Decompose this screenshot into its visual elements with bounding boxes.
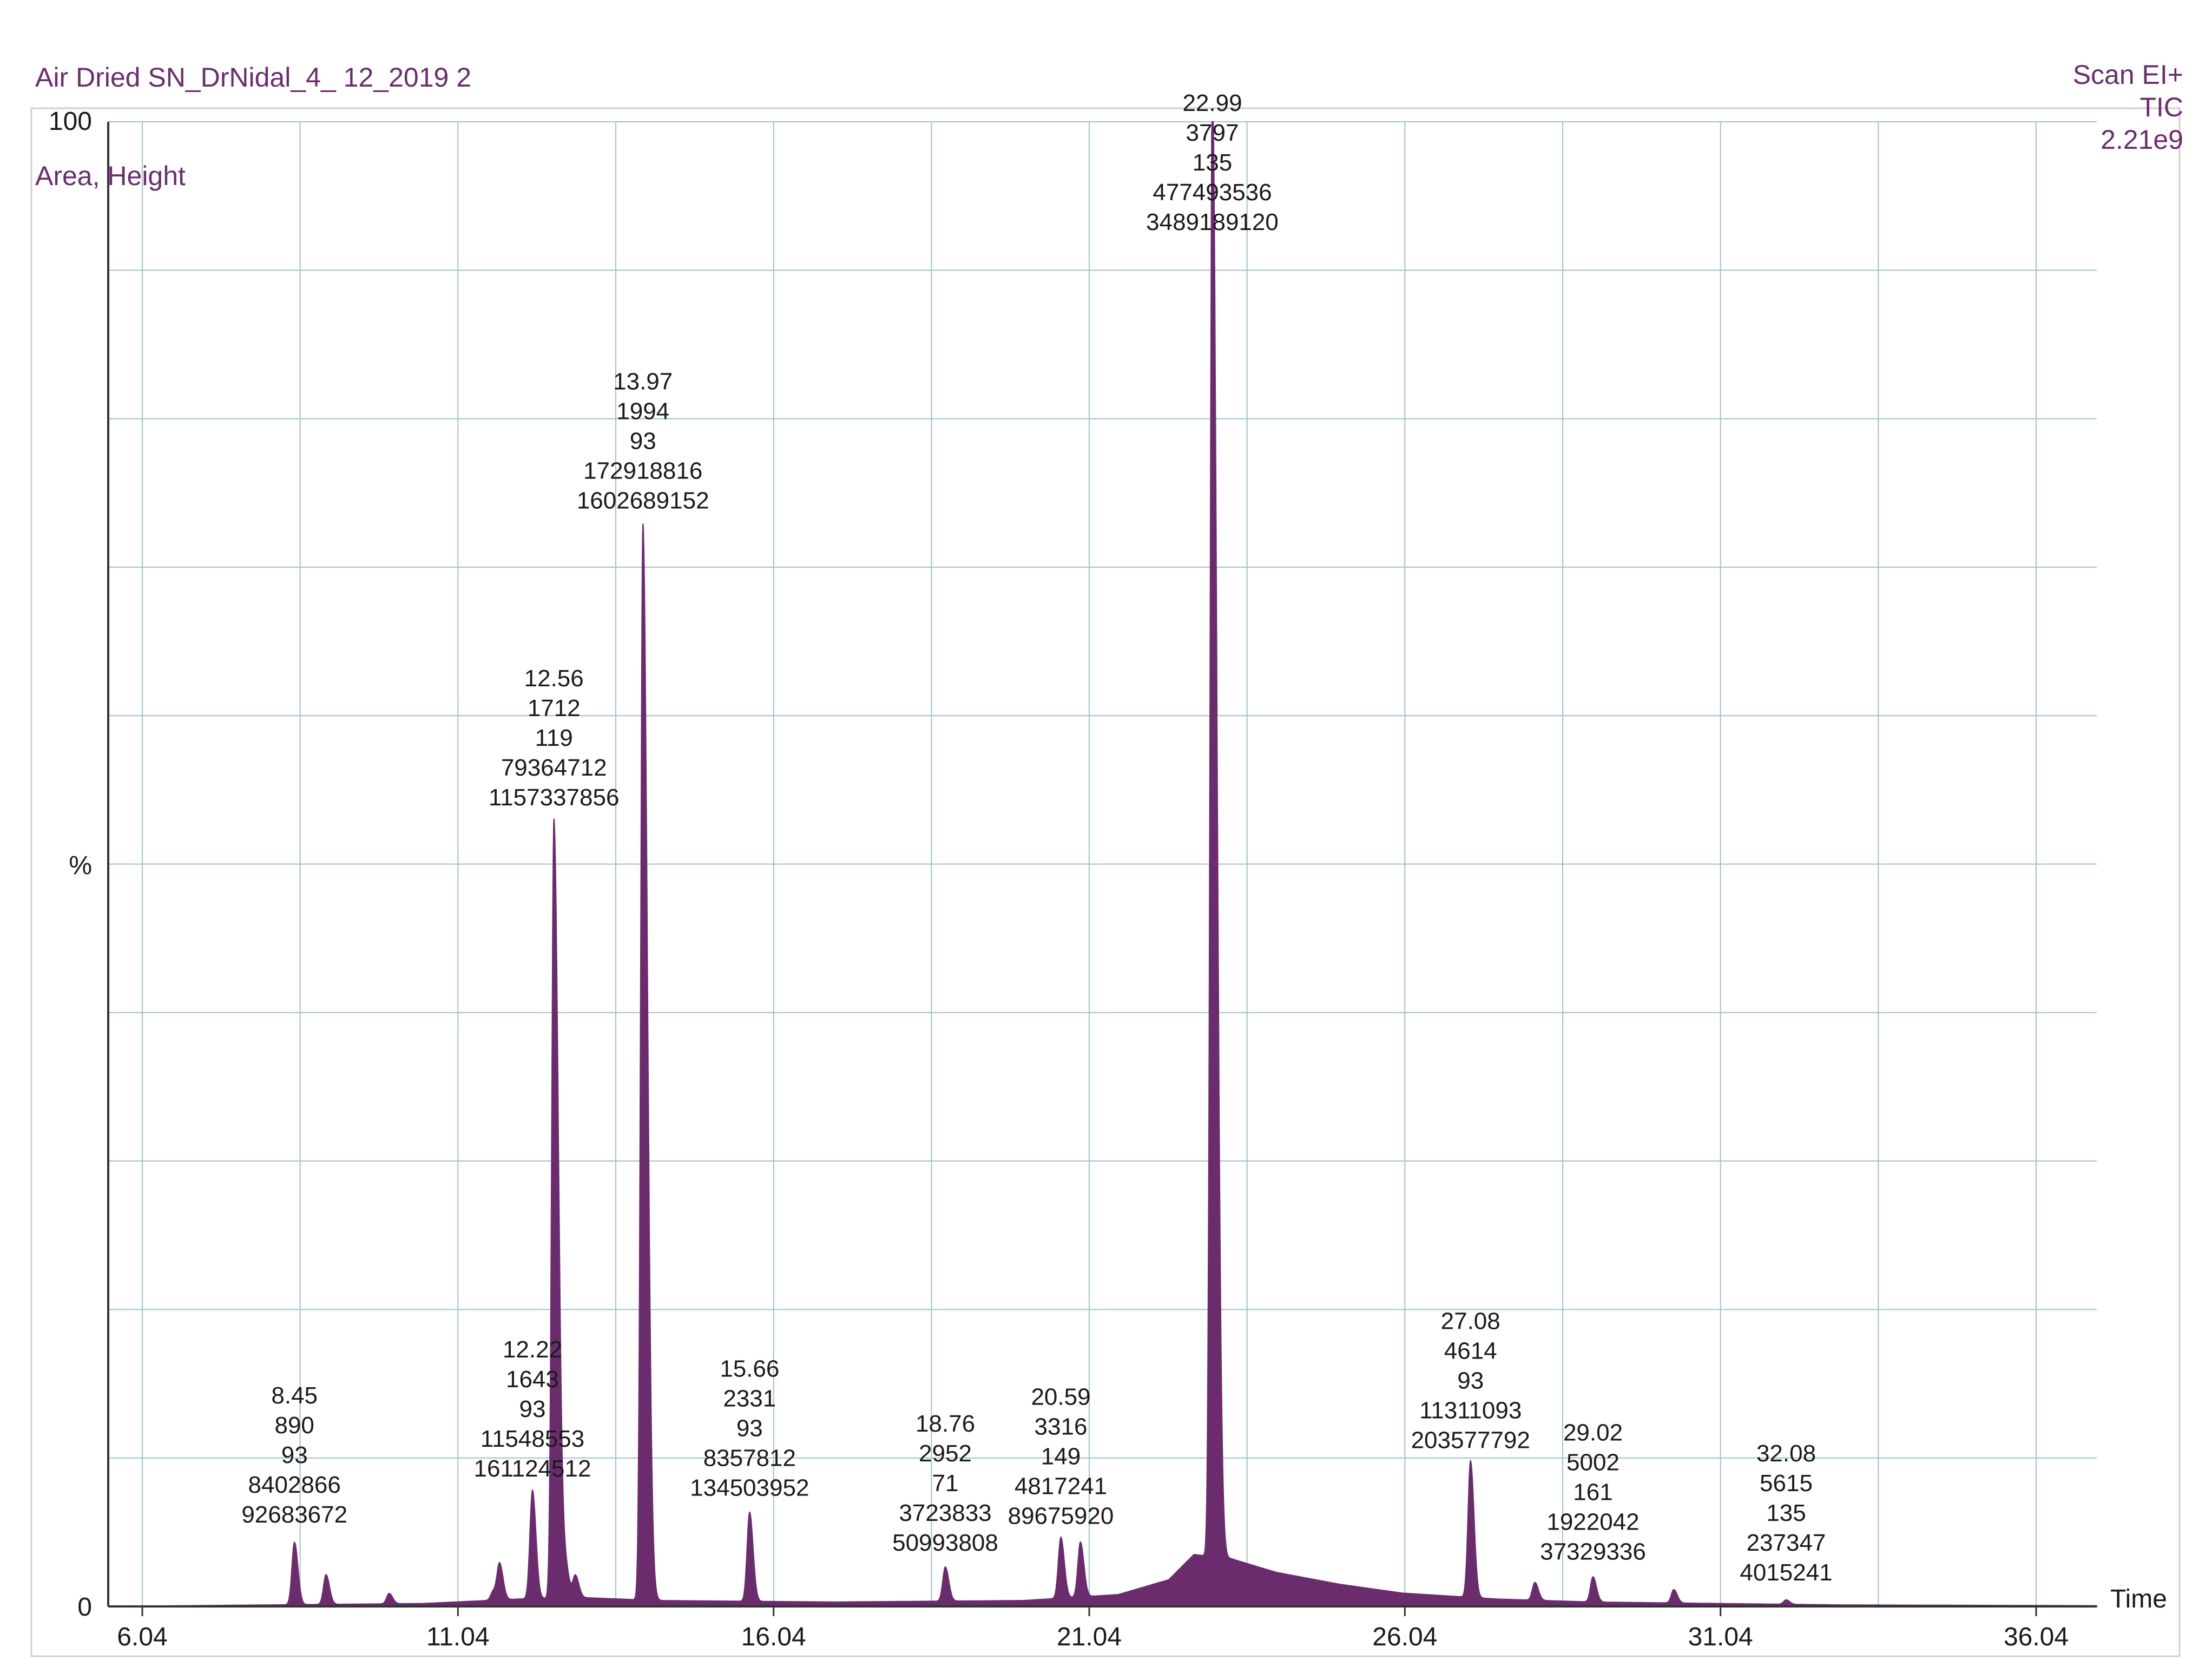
peak-label-line: 172918816 [583,457,702,484]
peak-label-line: 1994 [616,398,669,424]
peak-label-line: 29.02 [1563,1419,1623,1446]
peak-label-line: 27.08 [1441,1308,1500,1335]
peak-label-line: 149 [1041,1444,1081,1470]
peak-label-line: 93 [1457,1368,1484,1394]
peak-label-line: 32.08 [1756,1440,1816,1467]
peak-label-line: 1922042 [1546,1508,1639,1535]
peak-label-line: 12.22 [503,1336,562,1363]
peak-label-line: 93 [736,1415,763,1441]
peak-label-line: 93 [281,1442,308,1468]
trace-type: TIC [2139,92,2183,122]
peak-label-line: 92683672 [241,1501,347,1528]
peak-label-line: 161124512 [474,1455,591,1482]
y-tick-100: 100 [49,107,92,136]
peak-label-line: 79364712 [501,755,607,781]
peak-label: 13.97 1994 93 172918816 1602689152 [577,368,709,514]
peak-label-line: 4015241 [1740,1559,1832,1586]
sample-title: Air Dried SN_DrNidal_4_ 12_2019 2 [35,62,471,93]
peak-label-line: 8402866 [248,1472,341,1498]
peak-label-line: 161 [1573,1479,1612,1505]
peak-label-line: 119 [535,725,573,751]
peak-label-line: 12.56 [524,665,584,692]
x-tick-label: 11.04 [426,1623,490,1651]
x-tick-label: 31.04 [1688,1623,1753,1651]
peak-label-line: 13.97 [613,368,673,395]
peak-label: 12.22 1643 93 11548553 161124512 [474,1336,591,1482]
x-tick-label: 6.04 [117,1623,167,1651]
peak-label-line: 3797 [1186,120,1239,146]
peak-label-line: 71 [932,1470,959,1497]
peak-label-line: 3489189120 [1146,209,1279,235]
peak-label-line: 1712 [528,695,581,721]
chart-frame [30,107,2181,1657]
peak-label-line: 1157337856 [489,784,619,811]
peak-label-line: 237347 [1747,1530,1826,1556]
x-tick-labels: 6.04 11.04 16.04 21.04 26.04 31.04 36.04 [117,1606,2069,1651]
peak-label-line: 477493536 [1153,179,1272,206]
scan-mode: Scan EI+ [2073,60,2183,90]
y-tick-0: 0 [77,1593,92,1622]
peak-label-line: 22.99 [1182,90,1242,116]
peak-label-line: 11548553 [480,1426,585,1452]
y-axis-label: % [69,851,92,880]
tic-trace [108,121,2098,1607]
peak-label-line: 89675920 [1008,1503,1114,1530]
axes [107,122,2097,1608]
peak-label: 18.76 2952 71 3723833 50993808 [892,1410,998,1556]
peak-label-line: 135 [1193,149,1232,176]
peak-label-line: 11311093 [1419,1398,1522,1424]
peak-label-line: 5615 [1760,1470,1813,1497]
peak-label-line: 134503952 [690,1474,809,1501]
peak-label-line: 93 [630,428,656,454]
peak-label-line: 890 [274,1412,314,1439]
grid [108,121,2097,1607]
annotation-mode: Area, Height [35,161,186,191]
peak-label-line: 1602689152 [577,487,709,514]
peak-label-line: 8357812 [703,1445,796,1471]
peak-label-line: 20.59 [1031,1384,1090,1410]
peak-label-line: 4614 [1444,1338,1497,1364]
peak-labels: 8.45 890 93 8402866 92683672 12.22 1643 93 11548… [241,90,1832,1586]
x-axis-label: Time [2110,1585,2167,1613]
peak-label-line: 93 [519,1396,546,1422]
peak-label-line: 5002 [1566,1449,1620,1475]
x-tick-label: 26.04 [1372,1623,1437,1651]
peak-label-line: 15.66 [720,1355,779,1382]
peak-label-line: 18.76 [916,1410,975,1437]
peak-label-line: 8.45 [271,1382,318,1409]
peak-label-line: 2331 [723,1385,776,1412]
peak-label-line: 50993808 [892,1530,998,1556]
x-tick-label: 16.04 [741,1623,806,1651]
peak-label: 15.66 2331 93 8357812 134503952 [690,1355,809,1501]
peak-label-line: 1643 [506,1366,559,1393]
peak-label-line: 135 [1766,1500,1806,1526]
x-tick-label: 36.04 [2004,1623,2069,1651]
peak-label: 32.08 5615 135 237347 4015241 [1740,1440,1832,1586]
peak-label: 20.59 3316 149 4817241 89675920 [1008,1384,1114,1530]
peak-label: 12.56 1712 119 79364712 1157337856 [489,665,619,811]
peak-label-line: 3723833 [899,1500,991,1526]
peak-label: 22.99 3797 135 477493536 3489189120 [1146,90,1279,235]
tic-area [108,121,2098,1607]
peak-label: 27.08 4614 93 11311093 203577792 [1411,1308,1530,1454]
peak-label-line: 203577792 [1411,1427,1530,1454]
peak-label-line: 2952 [919,1440,972,1467]
peak-label: 8.45 890 93 8402866 92683672 [241,1382,347,1528]
max-intensity: 2.21e9 [2101,124,2183,155]
peak-label: 29.02 5002 161 1922042 37329336 [1540,1419,1646,1565]
peak-label-line: 4817241 [1015,1473,1107,1500]
x-tick-label: 21.04 [1057,1623,1122,1651]
peak-label-line: 3316 [1035,1414,1088,1440]
peak-label-line: 37329336 [1540,1538,1646,1565]
